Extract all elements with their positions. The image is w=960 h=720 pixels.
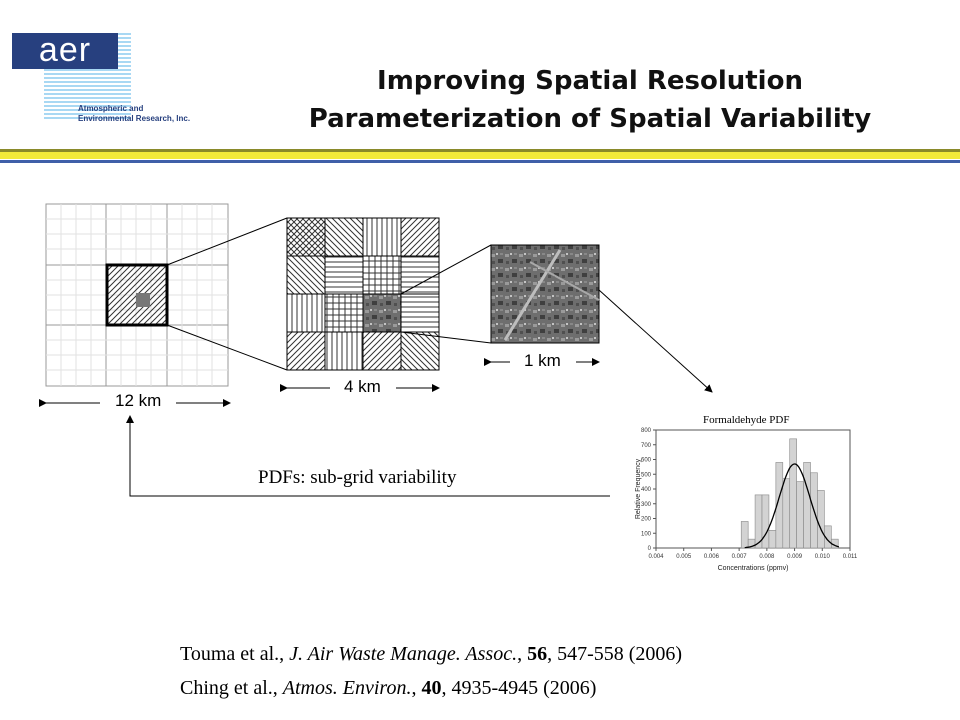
x-tick-label: 0.004 (648, 554, 664, 560)
y-tick-label: 0 (648, 546, 652, 552)
ref1-journal: J. Air Waste Manage. Assoc. (289, 643, 518, 665)
y-tick-label: 700 (641, 443, 652, 449)
y-tick-label: 500 (641, 472, 652, 478)
logo-subtitle: Atmospheric and Environmental Research, … (78, 104, 228, 124)
x-axis-label: Concentrations (ppmv) (718, 565, 789, 572)
histogram-bar (796, 481, 804, 549)
normal-fit-curve (744, 463, 840, 549)
ref2-sep: , (411, 677, 422, 699)
x-tick-label: 0.009 (787, 554, 803, 560)
ref1-authors: Touma et al., (180, 643, 290, 665)
scale-label-12km: 12 km (115, 391, 162, 410)
subgrid-caption: PDFs: sub-grid variability (258, 467, 457, 488)
x-tick-label: 0.007 (732, 554, 748, 560)
ref2-authors: Ching et al., (180, 677, 283, 699)
satellite-image-1km (490, 244, 600, 344)
zoom-lines-12-to-4 (166, 217, 288, 371)
slide-title-line1: Improving Spatial Resolution (377, 66, 803, 96)
histogram-bar (803, 462, 811, 549)
y-axis-label: Relative Frequency (635, 458, 642, 519)
histogram-bar (768, 529, 777, 549)
histogram-bar (824, 525, 832, 549)
ref1-volume: 56 (527, 643, 548, 665)
reference-2: Ching et al., Atmos. Environ., 40, 4935-… (180, 677, 596, 700)
reference-1: Touma et al., J. Air Waste Manage. Assoc… (180, 643, 682, 666)
x-tick-label: 0.008 (759, 554, 775, 560)
y-tick-label: 100 (641, 531, 652, 537)
logo-subtitle-line1: Atmospheric and (78, 104, 144, 113)
histogram-bar (782, 478, 791, 549)
x-tick-label: 0.005 (676, 554, 692, 560)
feedback-arrow (126, 415, 610, 497)
histogram-bar (817, 490, 825, 549)
histogram-bar (789, 438, 797, 549)
ref2-pages: , 4935-4945 (2006) (441, 677, 597, 699)
x-tick-label: 0.010 (815, 554, 831, 560)
grid-4km (286, 217, 440, 371)
formaldehyde-histogram: 0 100 200 300 400 500 600 700 800 0.004 0.005 0.006… (635, 428, 858, 572)
scale-label-4km: 4 km (344, 377, 381, 396)
ref2-journal: Atmos. Environ. (282, 677, 412, 699)
aer-logo: aer (12, 33, 118, 69)
ref1-sep: , (517, 643, 528, 665)
x-tick-label: 0.011 (843, 554, 858, 560)
title-rule-olive (0, 149, 960, 152)
y-tick-label: 600 (641, 458, 652, 464)
ref1-pages: , 547-558 (2006) (547, 643, 683, 665)
ref2-volume: 40 (421, 677, 442, 699)
scale-label-1km: 1 km (524, 351, 561, 370)
pdf-title: Formaldehyde PDF (703, 414, 790, 426)
highlighted-cell-12km (105, 263, 169, 327)
y-tick-label: 300 (641, 502, 652, 508)
y-tick-label: 200 (641, 517, 652, 523)
histogram-bar (761, 494, 770, 549)
subcell-marker (136, 293, 150, 307)
title-rule-yellow (0, 152, 960, 159)
zoom-lines-4-to-1 (400, 244, 492, 344)
arrow-to-pdf (598, 289, 713, 393)
x-tick-label: 0.006 (704, 554, 720, 560)
grid-12km (45, 203, 229, 387)
title-rule-blue (0, 160, 960, 163)
histogram-bar (740, 521, 749, 549)
y-tick-label: 800 (641, 428, 652, 434)
logo-subtitle-line2: Environmental Research, Inc. (78, 114, 191, 123)
slide-title-line2: Parameterization of Spatial Variability (308, 104, 872, 134)
y-tick-label: 400 (641, 487, 652, 493)
